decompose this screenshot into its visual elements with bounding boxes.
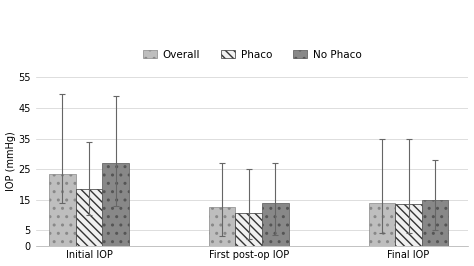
Bar — [209, 207, 236, 246]
Bar — [49, 174, 76, 246]
Bar — [102, 163, 129, 246]
Bar — [236, 213, 262, 246]
Bar — [422, 200, 448, 246]
Bar — [369, 203, 395, 246]
Y-axis label: IOP (mmHg): IOP (mmHg) — [6, 132, 16, 191]
Bar — [262, 203, 289, 246]
Legend: Overall, Phaco, No Phaco: Overall, Phaco, No Phaco — [138, 45, 365, 64]
Bar — [395, 204, 422, 246]
Bar — [76, 189, 102, 246]
